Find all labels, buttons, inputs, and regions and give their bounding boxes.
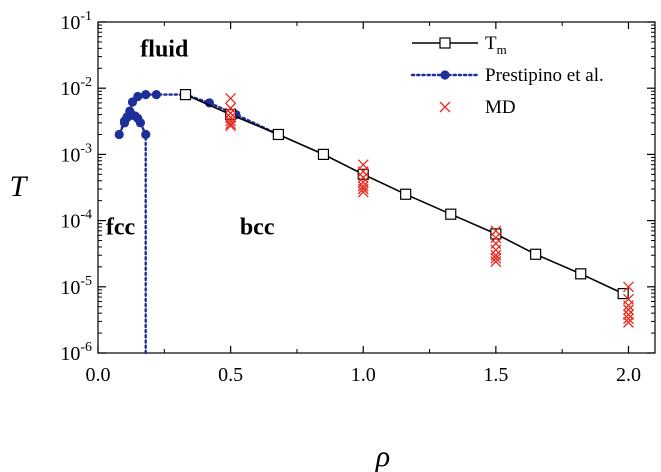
y-tick-label: 10-5 [60, 274, 92, 299]
series-md-point [357, 183, 369, 195]
series-md-point [225, 92, 237, 104]
y-tick-label: 10-3 [60, 141, 92, 166]
series-md-point [623, 316, 634, 328]
series-md-point [490, 256, 502, 268]
series-layer [114, 89, 634, 355]
series-md-point [490, 252, 502, 264]
plot-frame-layer [97, 21, 656, 354]
series-tm-point [575, 268, 587, 280]
series-prestipino-point [133, 91, 143, 102]
series-prestipino-point [125, 106, 135, 116]
series-prestipino-point [151, 90, 161, 100]
y-tick-label: 10-4 [60, 208, 92, 233]
x-tick-label: 1.0 [351, 364, 376, 386]
x-tick-label: 0.0 [86, 364, 111, 386]
x-tick-label: 0.5 [218, 364, 243, 386]
series-md-point [623, 281, 634, 293]
legend: Tm Prestipino et al. MD [410, 33, 604, 118]
plot-frame [97, 21, 656, 354]
region-label-fluid: fluid [140, 37, 189, 63]
series-prestipino-point [114, 129, 124, 140]
y-axis-title: T [10, 170, 29, 203]
series-md-point [623, 313, 634, 325]
series-tm-point [179, 89, 192, 101]
series-tm-point [490, 228, 502, 240]
legend-tm-label: Tm [485, 33, 507, 57]
series-md-point [225, 120, 237, 132]
series-tm-point [357, 168, 369, 180]
series-md-point [225, 115, 237, 127]
x-tick-label: 1.5 [483, 364, 508, 386]
series-md-point [623, 309, 634, 321]
series-prestipino-point [141, 129, 151, 140]
x-tick-label: 2.0 [616, 364, 641, 386]
tick-layer: 0.0 0.5 1.0 1.5 2.0 10-6 10-5 10-4 10-3 10-2 10-1 [60, 9, 655, 386]
series-md-point [225, 118, 237, 130]
series-prestipino-point [204, 98, 214, 108]
series-tm-point [400, 188, 412, 200]
x-axis-title: ρ [375, 440, 390, 472]
legend-md-marker [439, 101, 451, 113]
y-tick-label: 10-2 [60, 75, 92, 100]
series-md-point [225, 102, 237, 114]
text-layer: T ρ fluid fcc bcc [10, 37, 391, 472]
series-md-point [490, 244, 502, 256]
series-md-point [623, 300, 634, 312]
series-tm-point [530, 248, 542, 260]
region-label-fcc: fcc [106, 214, 136, 240]
series-md-point [357, 171, 369, 183]
series-prestipino-point [141, 90, 151, 100]
legend-md-label: MD [485, 97, 516, 118]
legend-prestipino-marker [440, 70, 450, 80]
y-tick-label: 10-6 [60, 340, 92, 365]
series-md-point [357, 186, 369, 198]
legend-prestipino-label: Prestipino et al. [485, 65, 604, 86]
series-md-point [623, 304, 634, 316]
series-tm-point [317, 148, 330, 160]
y-tick-label: 10-1 [60, 9, 92, 34]
series-tm-point [617, 287, 629, 300]
series-tm-point [272, 128, 284, 141]
series-md-point [225, 107, 237, 119]
series-tm-point [225, 108, 237, 121]
region-label-bcc: bcc [240, 214, 275, 240]
series-tm-point [445, 208, 457, 220]
legend-tm-marker [439, 37, 451, 49]
